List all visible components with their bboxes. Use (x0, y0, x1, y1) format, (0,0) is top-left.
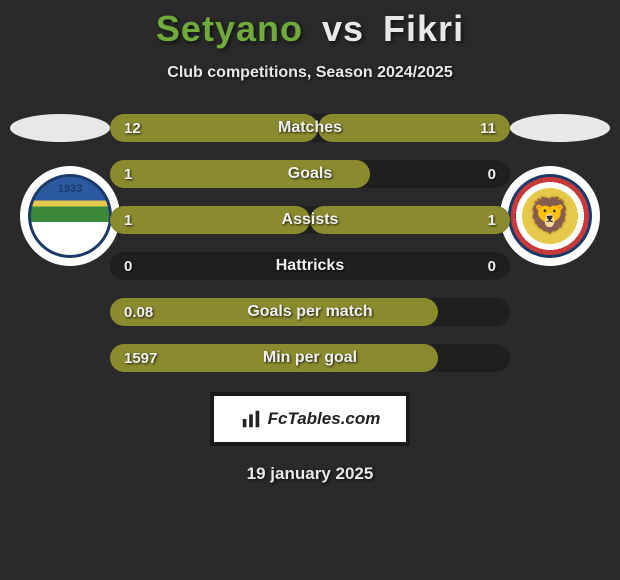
player1-name: Setyano (156, 8, 303, 49)
bar-left-fill (110, 114, 318, 142)
brand-logo-icon (240, 408, 262, 430)
comparison-section: 1933 🦁 1211Matches10Goals11Assists00Hatt… (0, 114, 620, 372)
lion-icon: 🦁 (511, 177, 589, 255)
bar-track (110, 252, 510, 280)
vs-text: vs (322, 8, 364, 49)
bar-left-fill (110, 160, 370, 188)
team-crest-right: 🦁 (500, 166, 600, 266)
stat-value-left: 0 (124, 252, 132, 280)
stat-row: 00Hattricks (110, 252, 510, 280)
bar-left-fill (110, 206, 310, 234)
brand-box: FcTables.com (210, 392, 410, 446)
stat-value-right: 11 (480, 114, 496, 142)
stat-row: 11Assists (110, 206, 510, 234)
bar-right-fill (310, 206, 510, 234)
date-text: 19 january 2025 (0, 464, 620, 484)
stat-value-left: 1 (124, 206, 132, 234)
left-ellipse-decoration (10, 114, 110, 142)
subtitle: Club competitions, Season 2024/2025 (0, 64, 620, 82)
crest-left-inner: 1933 (28, 174, 112, 258)
page-title: Setyano vs Fikri (0, 0, 620, 50)
stat-value-left: 0.08 (124, 298, 153, 326)
stat-row: 1597Min per goal (110, 344, 510, 372)
bar-left-fill (110, 298, 438, 326)
stat-row: 1211Matches (110, 114, 510, 142)
stat-value-left: 1597 (124, 344, 157, 372)
team-crest-left: 1933 (20, 166, 120, 266)
brand-text: FcTables.com (268, 409, 381, 429)
player2-name: Fikri (383, 8, 464, 49)
comparison-bars: 1211Matches10Goals11Assists00Hattricks0.… (110, 114, 510, 372)
crest-right-inner: 🦁 (508, 174, 592, 258)
right-ellipse-decoration (510, 114, 610, 142)
stat-value-right: 0 (488, 252, 496, 280)
stat-value-left: 12 (124, 114, 141, 142)
bar-left-fill (110, 344, 438, 372)
stat-value-left: 1 (124, 160, 132, 188)
stat-row: 0.08Goals per match (110, 298, 510, 326)
stat-value-right: 0 (488, 160, 496, 188)
crest-left-year: 1933 (58, 183, 82, 195)
stat-row: 10Goals (110, 160, 510, 188)
stat-value-right: 1 (488, 206, 496, 234)
